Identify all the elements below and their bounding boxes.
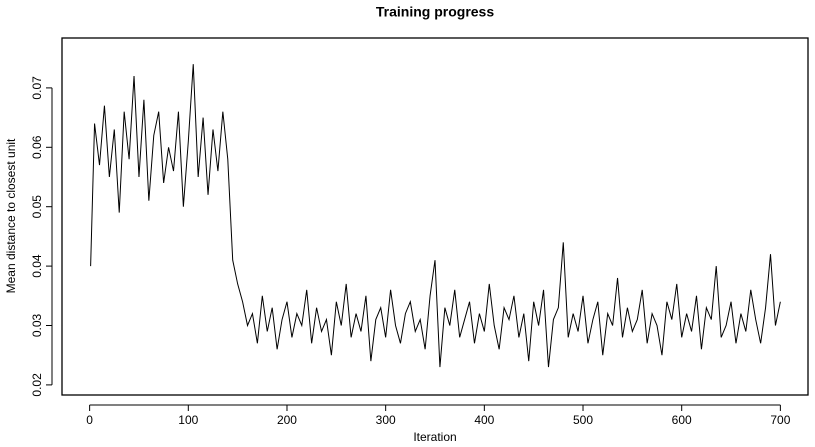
plot-frame bbox=[61, 37, 809, 396]
x-tick-label: 400 bbox=[474, 413, 494, 427]
y-tick-label: 0.05 bbox=[30, 195, 44, 219]
x-axis-label: Iteration bbox=[413, 430, 456, 444]
x-tick-label: 200 bbox=[277, 413, 297, 427]
x-tick-label: 500 bbox=[573, 413, 593, 427]
y-tick-label: 0.06 bbox=[30, 135, 44, 159]
x-tick-label: 0 bbox=[86, 413, 93, 427]
x-tick-label: 300 bbox=[376, 413, 396, 427]
y-tick-label: 0.02 bbox=[30, 373, 44, 397]
y-axis-label: Mean distance to closest unit bbox=[4, 138, 18, 293]
x-tick-label: 700 bbox=[770, 413, 790, 427]
y-tick-label: 0.03 bbox=[30, 313, 44, 337]
x-tick-label: 100 bbox=[178, 413, 198, 427]
chart-title: Training progress bbox=[376, 4, 494, 20]
y-tick-label: 0.07 bbox=[30, 76, 44, 100]
line-series bbox=[90, 64, 781, 368]
y-tick-label: 0.04 bbox=[30, 254, 44, 278]
x-tick-label: 600 bbox=[672, 413, 692, 427]
